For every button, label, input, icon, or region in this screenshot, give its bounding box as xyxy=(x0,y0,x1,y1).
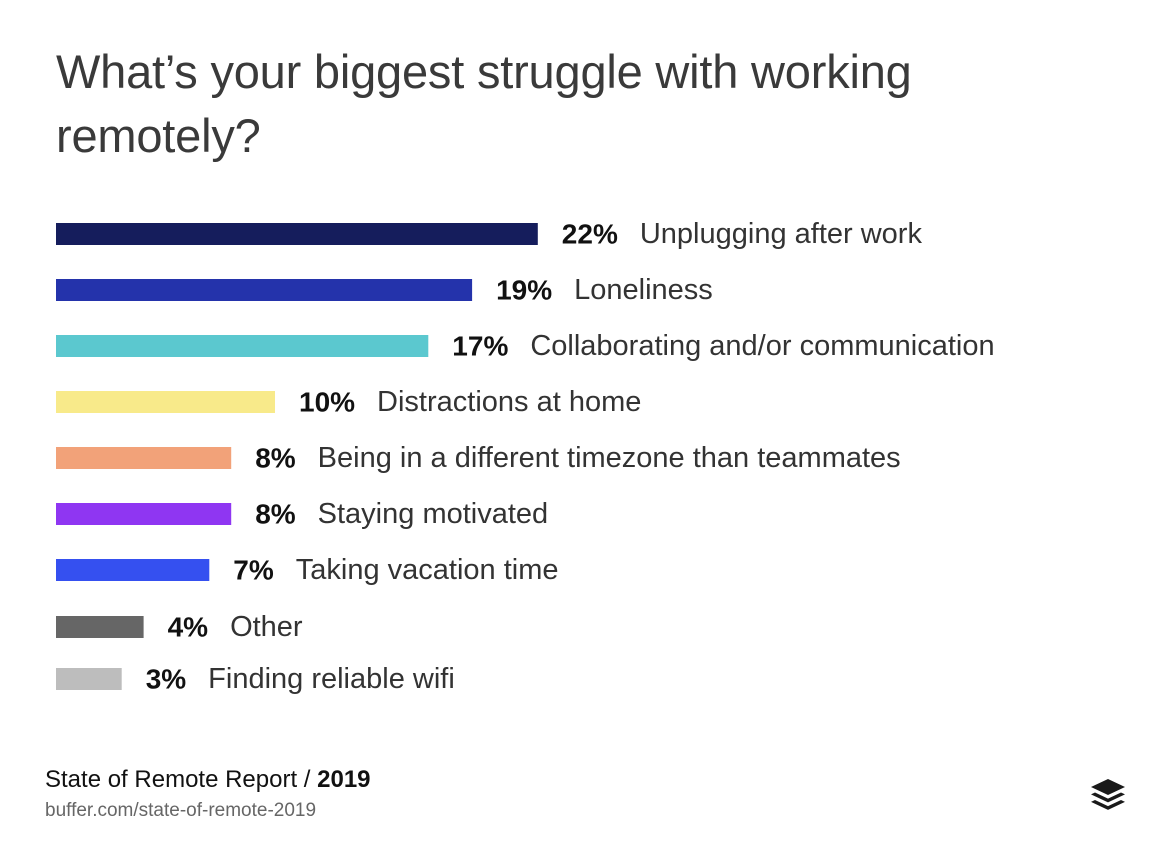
bar xyxy=(56,335,429,357)
bar-category-label: Finding reliable wifi xyxy=(208,663,455,695)
bar-category-label: Being in a different timezone than teamm… xyxy=(318,442,901,474)
bar-value-label: 3% xyxy=(146,664,187,695)
bar-category-label: Unplugging after work xyxy=(640,218,923,250)
bar xyxy=(56,223,538,245)
source-footer: State of Remote Report / 2019 buffer.com… xyxy=(45,764,371,825)
bar xyxy=(56,503,232,525)
bar-value-label: 17% xyxy=(452,331,508,362)
bar-value-label: 4% xyxy=(168,612,209,643)
bar xyxy=(56,559,210,581)
bar-value-label: 8% xyxy=(255,443,296,474)
bar-category-label: Collaborating and/or communication xyxy=(530,330,994,362)
bar-value-label: 19% xyxy=(496,275,552,306)
bar-value-label: 7% xyxy=(233,555,274,586)
source-year: 2019 xyxy=(317,766,371,793)
bar xyxy=(56,279,473,301)
bar-category-label: Distractions at home xyxy=(377,386,641,418)
bar xyxy=(56,391,275,413)
bar-category-label: Staying motivated xyxy=(318,498,549,530)
bar xyxy=(56,616,144,638)
source-url: buffer.com/state-of-remote-2019 xyxy=(45,800,317,821)
bar xyxy=(56,668,122,690)
buffer-stack-icon xyxy=(1091,779,1125,810)
bar-value-label: 22% xyxy=(562,219,618,250)
bar-category-label: Other xyxy=(230,611,303,643)
bar-value-label: 8% xyxy=(255,499,296,530)
chart-title: What’s your biggest struggle with workin… xyxy=(56,45,912,162)
bar-category-label: Loneliness xyxy=(574,274,713,306)
bar-chart: 22% Unplugging after work 19% Loneliness 17%… xyxy=(56,218,995,695)
bar-value-label: 10% xyxy=(299,387,355,418)
source-name: State of Remote Report / xyxy=(45,766,318,793)
bar xyxy=(56,447,232,469)
source-title: State of Remote Report / 2019 xyxy=(45,764,371,796)
bar-category-label: Taking vacation time xyxy=(296,554,559,586)
